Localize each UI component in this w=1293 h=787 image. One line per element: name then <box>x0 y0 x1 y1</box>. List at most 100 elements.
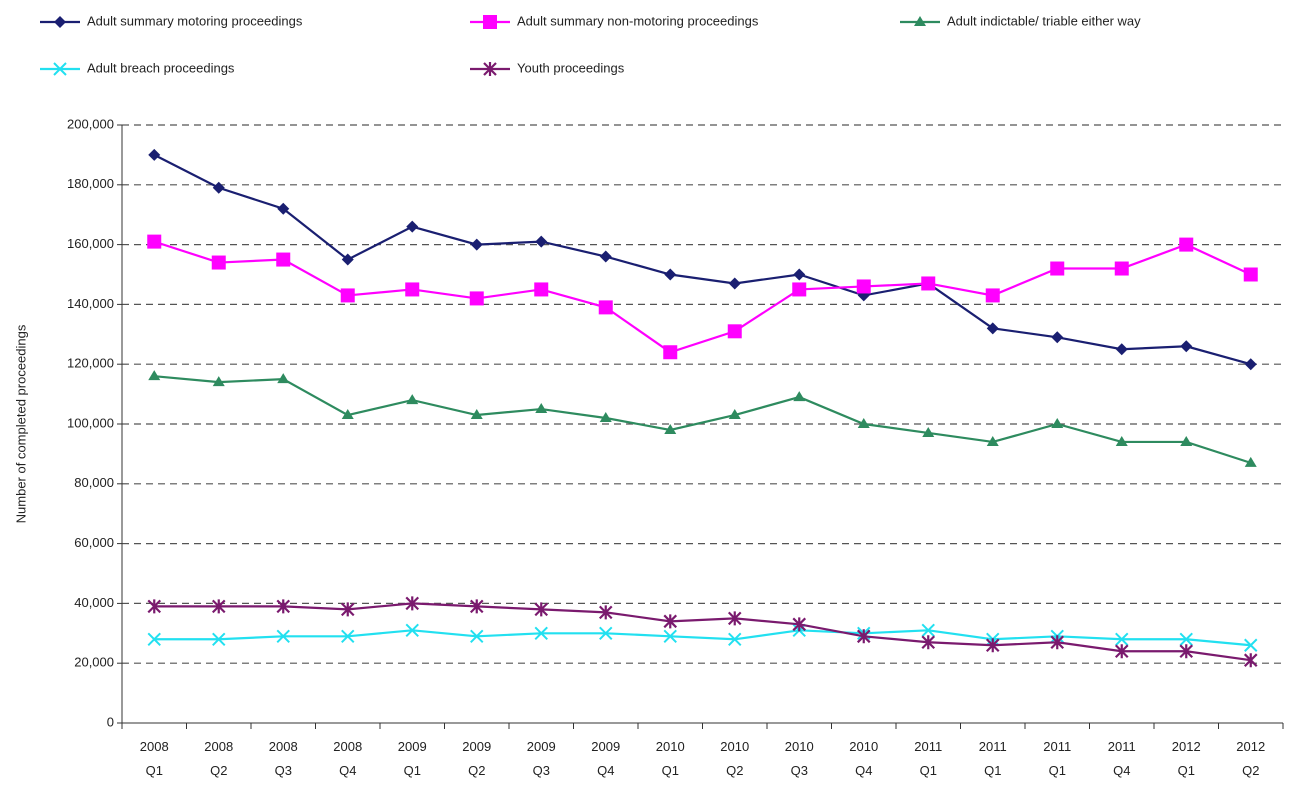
point-marker <box>534 602 549 617</box>
marker-shape <box>1051 331 1064 344</box>
marker-shape <box>148 148 161 161</box>
marker-shape <box>483 15 497 29</box>
point-marker <box>663 629 677 643</box>
point-marker <box>405 596 420 611</box>
x-tick-label: 2009 Q1 <box>398 739 427 778</box>
point-marker <box>212 376 225 387</box>
legend-label: Adult indictable/ triable either way <box>947 13 1141 28</box>
marker-shape <box>664 268 677 281</box>
point-marker <box>53 62 67 76</box>
point-marker <box>728 409 741 420</box>
marker-shape <box>406 220 419 233</box>
marker-shape <box>147 599 162 614</box>
marker-shape <box>53 62 67 76</box>
marker-shape <box>211 255 226 270</box>
marker-shape <box>857 418 870 428</box>
point-marker <box>535 403 548 414</box>
marker-shape <box>340 288 355 303</box>
x-tick-label: 2008 Q3 <box>269 739 298 778</box>
marker-shape <box>54 16 66 28</box>
marker-shape <box>277 202 290 215</box>
marker-shape <box>792 617 807 632</box>
point-marker <box>470 409 483 420</box>
point-marker <box>211 255 226 270</box>
marker-shape <box>470 238 483 251</box>
marker-shape <box>277 373 290 384</box>
point-marker <box>986 435 999 446</box>
point-marker <box>1115 632 1129 646</box>
marker-shape <box>470 629 484 643</box>
point-marker <box>54 16 66 28</box>
marker-shape <box>921 623 935 638</box>
point-marker <box>469 599 484 614</box>
marker-shape <box>1115 435 1128 446</box>
marker-shape <box>727 611 742 626</box>
marker-shape <box>793 268 806 281</box>
point-marker <box>728 277 741 290</box>
point-marker <box>341 629 355 643</box>
marker-shape <box>986 435 999 446</box>
marker-shape <box>792 282 807 297</box>
point-marker <box>406 220 419 233</box>
marker-shape <box>727 324 742 339</box>
point-marker <box>147 632 161 646</box>
marker-shape <box>406 394 419 405</box>
point-marker <box>1243 267 1258 282</box>
marker-shape <box>922 426 935 437</box>
marker-shape <box>341 253 354 266</box>
series-line <box>153 153 1252 366</box>
legend-label: Adult summary motoring proceedings <box>87 13 303 28</box>
series-line <box>154 602 1251 662</box>
point-marker <box>277 373 290 384</box>
marker-shape <box>405 282 420 297</box>
point-marker <box>276 252 291 267</box>
point-marker <box>856 629 871 644</box>
x-tick-label: 2009 Q3 <box>527 739 556 778</box>
legend-label: Youth proceedings <box>517 60 625 75</box>
marker-shape <box>535 403 548 414</box>
marker-shape <box>405 623 419 638</box>
point-marker <box>535 235 548 248</box>
marker-shape <box>1244 358 1257 371</box>
point-marker <box>470 238 483 251</box>
point-marker <box>1051 418 1064 428</box>
marker-shape <box>1050 261 1065 276</box>
y-tick-label: 40,000 <box>74 595 114 610</box>
point-marker <box>1243 653 1258 668</box>
y-tick-label: 160,000 <box>67 236 114 251</box>
point-marker <box>921 276 936 291</box>
y-tick-label: 0 <box>107 714 114 729</box>
marker-shape <box>535 235 548 248</box>
marker-shape <box>483 62 497 76</box>
marker-shape <box>340 602 355 617</box>
point-marker <box>985 638 1000 653</box>
point-marker <box>1244 638 1258 652</box>
marker-shape <box>469 291 484 306</box>
marker-shape <box>1180 340 1193 353</box>
marker-shape <box>663 345 678 360</box>
y-tick-label: 200,000 <box>67 116 114 131</box>
marker-shape <box>1180 435 1193 446</box>
point-marker <box>341 253 354 266</box>
legend-label: Adult breach proceedings <box>87 60 235 75</box>
marker-shape <box>1179 644 1194 659</box>
point-marker <box>599 412 612 423</box>
point-marker <box>1244 358 1257 371</box>
marker-shape <box>148 370 161 381</box>
point-marker <box>727 324 742 339</box>
point-marker <box>1114 261 1129 276</box>
point-marker <box>856 279 871 294</box>
marker-shape <box>276 629 290 643</box>
marker-shape <box>147 632 161 646</box>
marker-shape <box>1114 261 1129 276</box>
point-marker <box>147 599 162 614</box>
point-marker <box>148 370 161 381</box>
marker-shape <box>1244 638 1258 652</box>
series-line <box>154 375 1252 464</box>
marker-shape <box>211 599 226 614</box>
point-marker <box>277 202 290 215</box>
point-marker <box>792 617 807 632</box>
marker-shape <box>534 626 548 641</box>
x-tick-label: 2012 Q1 <box>1172 739 1201 778</box>
point-marker <box>341 409 354 420</box>
